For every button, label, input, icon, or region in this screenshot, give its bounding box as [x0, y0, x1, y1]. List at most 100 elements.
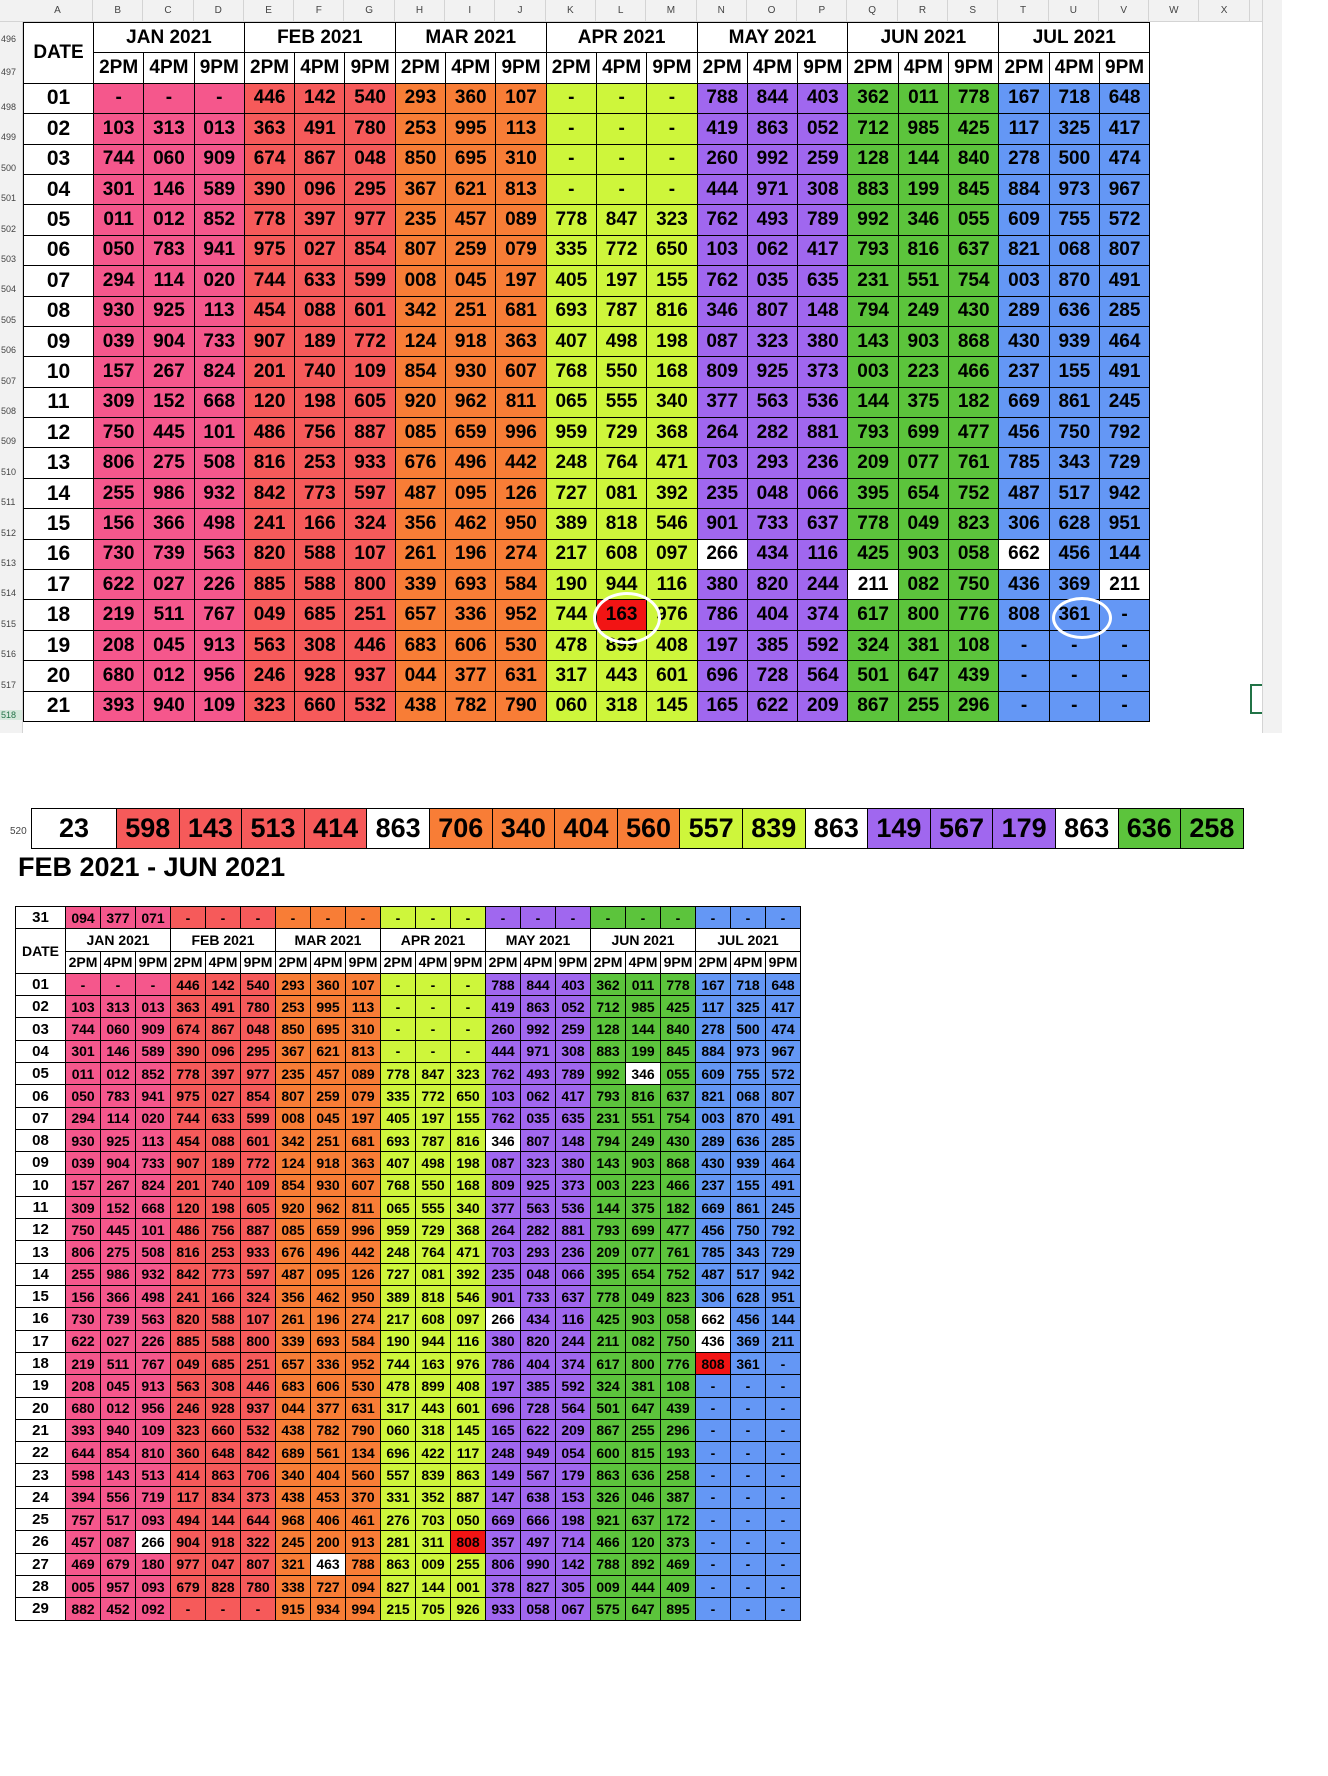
value-cell[interactable]: 959 [380, 1218, 416, 1242]
value-cell[interactable]: 660 [205, 1418, 241, 1443]
value-cell[interactable]: 546 [646, 508, 698, 540]
row-number-513[interactable]: 513 [1, 558, 17, 568]
value-cell[interactable]: 011 [625, 972, 661, 997]
value-cell[interactable]: 466 [948, 356, 1000, 388]
value-cell[interactable]: 046 [625, 1485, 661, 1510]
value-cell[interactable]: 342 [394, 295, 447, 327]
value-cell[interactable]: 517 [100, 1508, 136, 1532]
value-cell[interactable]: 052 [797, 113, 849, 145]
value-cell[interactable]: 605 [344, 386, 396, 419]
value-cell[interactable]: 308 [294, 629, 346, 662]
value-cell[interactable]: 296 [660, 1418, 696, 1443]
value-cell[interactable]: 134 [345, 1441, 381, 1465]
value-cell[interactable]: 403 [555, 972, 591, 997]
value-cell[interactable]: 511 [143, 599, 195, 631]
value-cell[interactable]: 772 [240, 1151, 276, 1175]
value-cell[interactable]: 093 [135, 1508, 171, 1532]
value-cell[interactable]: 253 [294, 447, 346, 479]
value-cell[interactable]: 992 [590, 1062, 626, 1086]
value-cell[interactable]: 776 [948, 599, 1000, 631]
value-cell[interactable]: 792 [765, 1218, 801, 1242]
value-cell[interactable]: 196 [310, 1307, 346, 1331]
value-cell[interactable]: - [205, 1597, 241, 1621]
value-cell[interactable]: - [380, 972, 416, 997]
value-cell[interactable]: 885 [243, 569, 296, 601]
value-cell[interactable]: 443 [415, 1396, 451, 1420]
value-cell[interactable]: 395 [847, 477, 899, 510]
column-letter-T[interactable]: T [998, 0, 1049, 22]
value-cell[interactable]: 144 [897, 143, 950, 175]
value-cell[interactable]: 408 [450, 1374, 486, 1398]
value-cell[interactable]: 511 [100, 1351, 136, 1376]
value-cell[interactable]: - [380, 995, 416, 1019]
value-cell[interactable]: 295 [344, 173, 396, 206]
value-cell[interactable]: 928 [205, 1396, 241, 1420]
value-cell[interactable]: 231 [847, 265, 899, 297]
value-cell[interactable]: 293 [394, 82, 447, 115]
value-cell[interactable]: 768 [380, 1173, 416, 1197]
row-number-506[interactable]: 506 [1, 345, 17, 356]
value-cell[interactable]: 050 [65, 1084, 101, 1108]
value-cell[interactable]: 095 [310, 1262, 346, 1287]
value-cell[interactable]: 854 [240, 1084, 276, 1108]
row-number-511[interactable]: 511 [1, 497, 16, 508]
value-cell[interactable]: 217 [380, 1307, 416, 1331]
value-cell[interactable]: 564 [555, 1396, 591, 1420]
value-cell[interactable]: 149 [485, 1463, 521, 1487]
value-cell[interactable]: 374 [555, 1351, 591, 1376]
value-cell[interactable]: 146 [100, 1039, 136, 1064]
value-cell[interactable]: 167 [998, 82, 1050, 115]
value-cell[interactable]: 155 [450, 1106, 486, 1130]
value-cell[interactable]: 807 [520, 1128, 556, 1153]
value-cell[interactable]: 444 [625, 1574, 661, 1599]
value-cell[interactable]: 251 [445, 295, 497, 327]
value-cell[interactable]: 096 [205, 1039, 241, 1064]
value-cell[interactable]: 530 [495, 629, 547, 662]
value-cell[interactable]: 637 [660, 1084, 696, 1108]
value-cell[interactable]: 996 [345, 1218, 381, 1242]
value-cell[interactable]: 881 [797, 417, 849, 449]
value-cell[interactable]: 048 [520, 1262, 556, 1287]
value-cell[interactable]: - [730, 1374, 766, 1398]
value-cell[interactable]: 696 [696, 660, 748, 692]
value-cell[interactable]: 011 [897, 82, 950, 115]
row-number-508[interactable]: 508 [1, 406, 17, 416]
value-cell[interactable]: 501 [847, 660, 899, 692]
value-cell[interactable]: 107 [240, 1307, 276, 1331]
value-cell[interactable]: - [730, 1508, 766, 1532]
strip-cell[interactable]: 414 [303, 808, 368, 849]
value-cell[interactable]: 293 [520, 1240, 556, 1264]
value-cell[interactable]: 253 [394, 113, 447, 145]
value-cell[interactable]: 389 [380, 1285, 416, 1309]
value-cell[interactable]: 248 [380, 1240, 416, 1264]
value-cell[interactable]: 055 [948, 204, 1000, 236]
value-cell[interactable]: 813 [495, 173, 547, 206]
value-cell[interactable]: 259 [445, 234, 497, 267]
value-cell[interactable]: 103 [696, 234, 748, 267]
value-cell[interactable]: 909 [135, 1017, 171, 1041]
value-cell[interactable]: - [450, 1017, 486, 1041]
value-cell[interactable]: 362 [590, 972, 626, 997]
value-cell[interactable]: 430 [998, 325, 1050, 358]
value-cell[interactable]: 913 [135, 1374, 171, 1398]
value-cell[interactable]: - [1098, 690, 1151, 722]
value-cell[interactable]: 430 [695, 1151, 731, 1175]
value-cell[interactable]: 536 [797, 386, 849, 419]
value-cell[interactable]: 597 [344, 477, 396, 510]
value-cell[interactable]: 087 [485, 1151, 521, 1175]
value-cell[interactable]: 977 [344, 204, 396, 236]
value-cell[interactable]: 198 [646, 325, 698, 358]
value-cell[interactable]: 289 [998, 295, 1050, 327]
value-cell[interactable]: 008 [275, 1106, 311, 1130]
value-cell[interactable]: 693 [545, 295, 597, 327]
value-cell[interactable]: 884 [695, 1039, 731, 1064]
value-cell[interactable]: 274 [345, 1307, 381, 1331]
value-cell[interactable]: 498 [193, 508, 245, 540]
value-cell[interactable]: 144 [590, 1195, 626, 1220]
value-cell[interactable]: 903 [897, 325, 950, 358]
value-cell[interactable]: - [646, 143, 698, 175]
value-cell[interactable]: 128 [590, 1017, 626, 1041]
value-cell[interactable]: 425 [660, 995, 696, 1019]
value-cell[interactable]: 628 [730, 1285, 766, 1309]
value-cell[interactable]: 294 [65, 1106, 101, 1130]
